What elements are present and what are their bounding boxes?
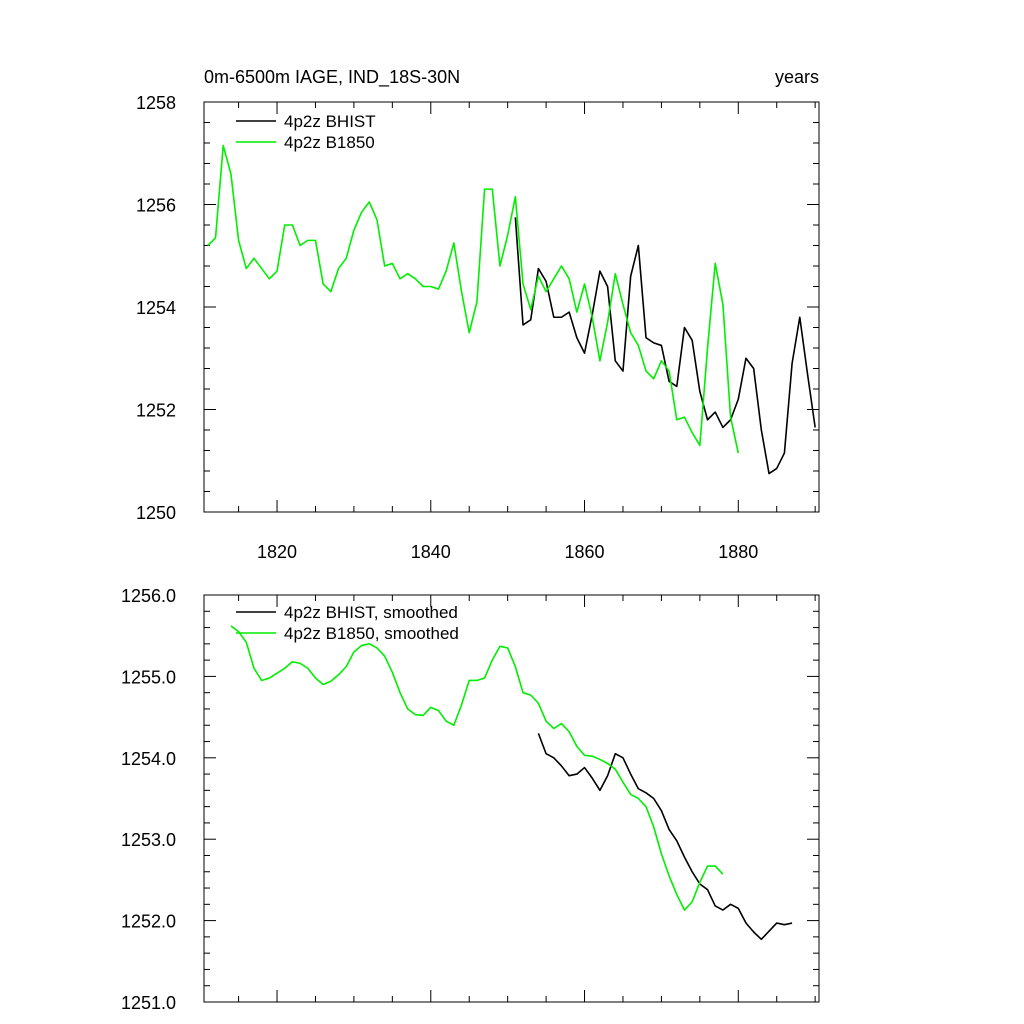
y-tick-label: 1258 (136, 93, 176, 113)
legend-entry: 4p2z B1850 (284, 133, 375, 152)
y-tick-label: 1254.0 (121, 749, 176, 769)
y-tick-label: 1252.0 (121, 912, 176, 932)
y-tick-label: 1254 (136, 298, 176, 318)
top-panel: 0m-6500m IAGE, IND_18S-30N years 1820 184… (136, 67, 820, 562)
x-tick-label: 1860 (565, 542, 605, 562)
plot-frame (203, 101, 820, 513)
series-line-bhist (537, 733, 793, 941)
y-tick-label: 1252 (136, 401, 176, 421)
legend-entry: 4p2z B1850, smoothed (284, 624, 459, 643)
bottom-panel: 1251.0 1252.0 1253.0 1254.0 1255.0 1256.0 4p2z… (121, 586, 820, 1013)
y-tick-label: 1256.0 (121, 586, 176, 606)
x-tick-label: 1820 (257, 542, 297, 562)
chart-units-label: years (775, 67, 819, 87)
series-line-bhist (514, 217, 816, 475)
y-tick-label: 1256 (136, 196, 176, 216)
y-tick-label: 1255.0 (121, 667, 176, 687)
series-line-b1850 (230, 625, 724, 911)
y-tick-label: 1253.0 (121, 830, 176, 850)
chart-title: 0m-6500m IAGE, IND_18S-30N (204, 67, 460, 88)
series-line-b1850 (207, 144, 740, 454)
y-tick-label: 1251.0 (121, 993, 176, 1013)
x-tick-label: 1880 (718, 542, 758, 562)
x-tick-label: 1840 (411, 542, 451, 562)
y-tick-label: 1250 (136, 503, 176, 523)
legend-entry: 4p2z BHIST (284, 112, 376, 131)
plot-frame (203, 594, 820, 1003)
legend-entry: 4p2z BHIST, smoothed (284, 603, 458, 622)
